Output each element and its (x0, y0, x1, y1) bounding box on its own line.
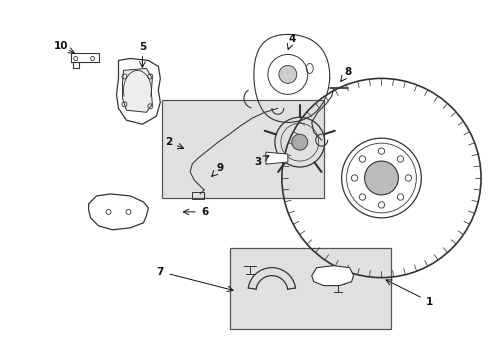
Bar (192, 192, 203, 199)
Circle shape (405, 175, 411, 181)
FancyBboxPatch shape (162, 100, 323, 198)
Polygon shape (265, 152, 287, 164)
Text: 5: 5 (139, 41, 146, 51)
Circle shape (364, 161, 398, 195)
Bar (71, 54, 99, 62)
Text: 3: 3 (254, 157, 261, 167)
FancyBboxPatch shape (229, 248, 390, 329)
Circle shape (359, 194, 365, 200)
Text: 6: 6 (201, 207, 208, 217)
Text: 4: 4 (287, 33, 295, 44)
Polygon shape (311, 266, 353, 285)
Polygon shape (116, 58, 160, 124)
Circle shape (278, 66, 296, 84)
Circle shape (396, 194, 403, 200)
Text: 10: 10 (53, 41, 68, 50)
Circle shape (378, 148, 384, 154)
Circle shape (396, 156, 403, 162)
Text: 2: 2 (164, 137, 172, 147)
Circle shape (351, 175, 357, 181)
Text: 7: 7 (156, 267, 163, 276)
Circle shape (359, 156, 365, 162)
Text: 9: 9 (216, 163, 223, 173)
Polygon shape (122, 68, 152, 112)
Text: 1: 1 (425, 297, 432, 306)
Text: 8: 8 (343, 67, 350, 77)
Circle shape (378, 202, 384, 208)
Polygon shape (88, 194, 148, 230)
Circle shape (291, 134, 307, 150)
